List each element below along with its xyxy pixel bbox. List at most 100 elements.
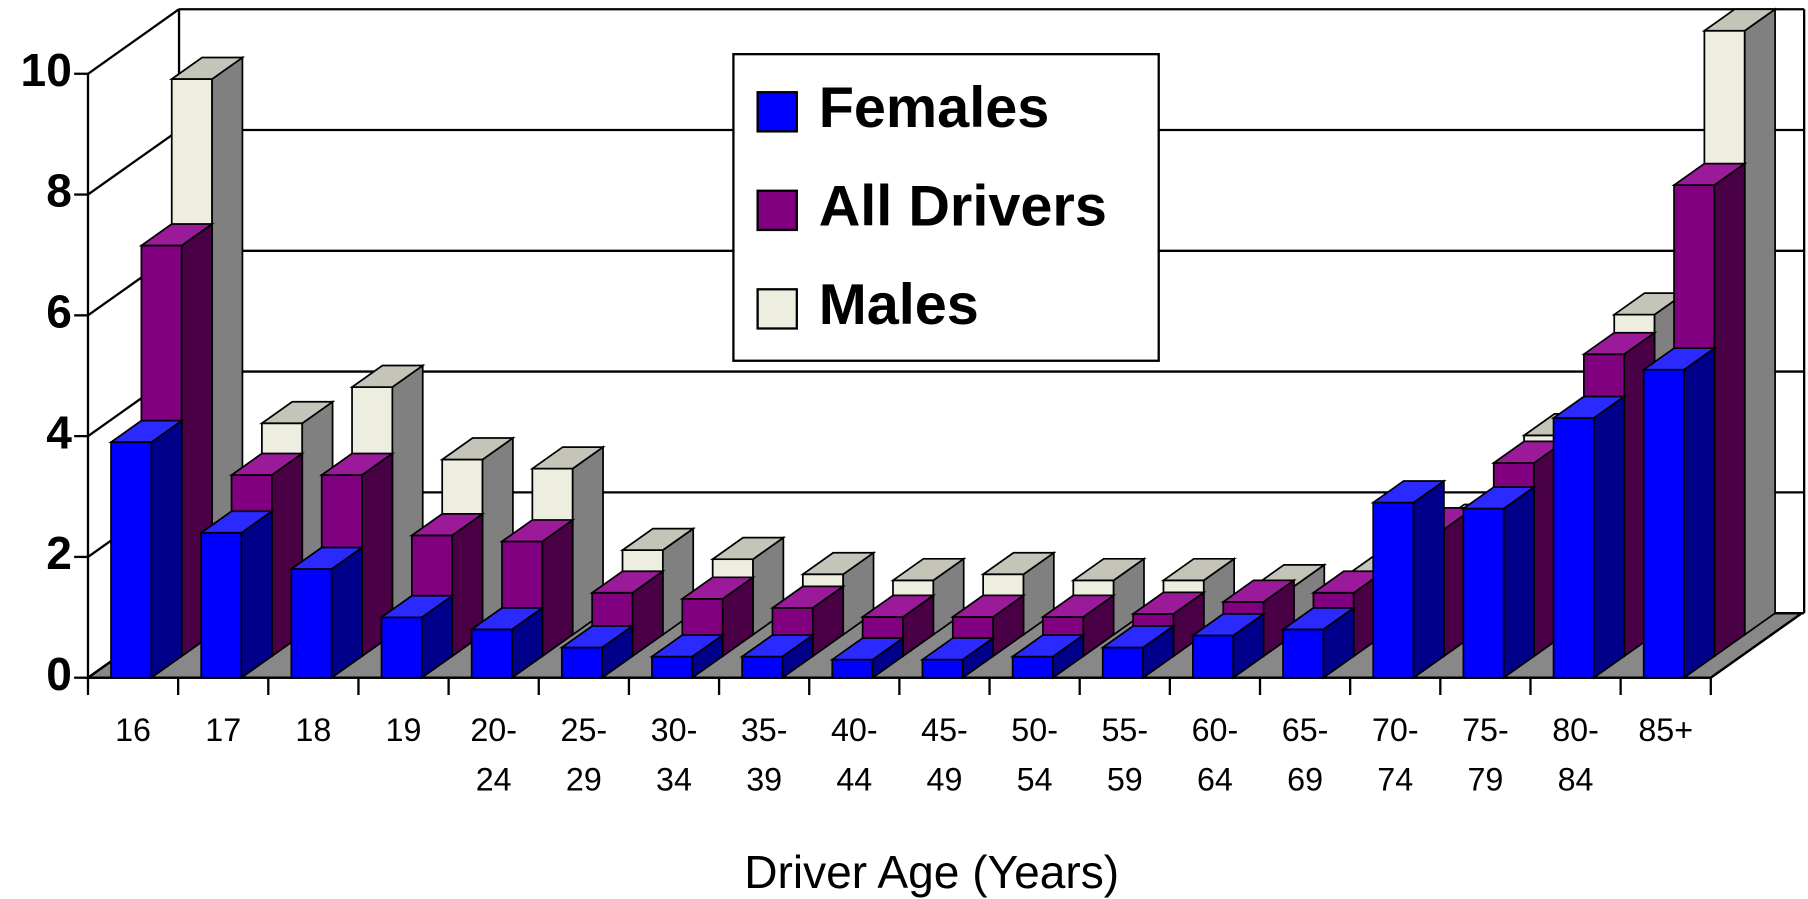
bar-top: [619, 527, 696, 551]
bar-top: [378, 594, 455, 619]
y-tick-label: 6: [46, 286, 72, 338]
grid-line: [87, 8, 180, 75]
x-tick-label-box: 35- 39: [741, 712, 788, 797]
bar-top: [1640, 347, 1718, 371]
legend-box: [732, 53, 1160, 362]
x-tick-label: 30- 34: [650, 712, 698, 798]
x-tick-label-box: 80- 84: [1552, 712, 1599, 798]
bar-front: [470, 628, 513, 679]
bar-top: [769, 585, 846, 609]
x-tick-label: 80- 84: [1552, 712, 1599, 798]
x-tick-label-box: 50- 54: [1011, 712, 1058, 798]
bar-front: [560, 646, 604, 679]
x-tick-label: 25- 29: [560, 712, 608, 798]
bar-top: [950, 594, 1027, 618]
legend-swatch: [756, 288, 798, 330]
bar-top: [138, 223, 215, 247]
bar-side: [1743, 7, 1776, 637]
bar-front: [1552, 417, 1595, 679]
bar-front: [651, 655, 694, 679]
bar-front: [200, 531, 243, 679]
bar-top: [919, 637, 996, 661]
bar-front: [1462, 507, 1505, 679]
legend-swatch: [756, 91, 798, 133]
legend-label: Females: [819, 76, 1050, 140]
x-tick-label-box: 19: [385, 712, 422, 749]
bar-top: [349, 364, 426, 388]
bar-top: [259, 400, 336, 425]
bar-front: [1192, 634, 1235, 679]
legend-label: All Drivers: [819, 175, 1107, 239]
bar-side: [541, 518, 574, 658]
bar-top: [318, 452, 396, 476]
legend-label: Males: [819, 273, 979, 337]
bar-top: [228, 452, 305, 476]
bar-top: [1130, 591, 1207, 615]
bar-top: [739, 634, 816, 658]
bar-front: [1101, 646, 1144, 679]
y-tick-label: 10: [21, 44, 72, 96]
bar-side: [1502, 485, 1535, 680]
x-tick-label-box: 30- 34: [650, 712, 698, 798]
bar-top: [468, 607, 546, 631]
x-tick-label: 70- 74: [1371, 712, 1419, 798]
bar-top: [800, 551, 877, 576]
bar-top: [1160, 557, 1237, 582]
bar-front: [1011, 655, 1054, 679]
x-tick-label: 20- 24: [470, 712, 517, 798]
bar-top: [589, 570, 666, 594]
bar-side: [1683, 346, 1716, 680]
bar-top: [1550, 395, 1627, 419]
x-tick-label-box: 55- 59: [1101, 712, 1148, 797]
bar-side: [330, 545, 363, 680]
bar-top: [1100, 625, 1177, 649]
bar-top: [499, 519, 576, 543]
x-tick-label: 50- 54: [1011, 712, 1058, 798]
x-tick-label-box: 85+: [1638, 712, 1693, 748]
right-edge: [1710, 612, 1803, 679]
x-tick-label: 16: [115, 712, 152, 749]
x-tick-label-box: 18: [295, 712, 332, 749]
bar-top: [559, 625, 636, 649]
bar-front: [1642, 368, 1685, 679]
bar-front: [831, 658, 874, 679]
bar-top: [890, 557, 967, 582]
bar-top: [1070, 557, 1147, 582]
x-tick-label-box: 60- 64: [1191, 712, 1239, 798]
bar-front: [110, 441, 153, 679]
bar-top: [1040, 594, 1117, 618]
bar-top: [529, 446, 606, 470]
bar-top: [198, 510, 275, 534]
x-tick-label: 19: [385, 712, 422, 749]
y-tick-label: 8: [46, 165, 72, 217]
x-tick-label: 18: [295, 712, 332, 749]
bar-side: [1713, 161, 1746, 658]
bar-top: [829, 637, 906, 661]
x-axis-title: Driver Age (Years): [744, 846, 1119, 898]
bar-top: [1671, 162, 1748, 186]
y-tick-label: 0: [46, 648, 72, 700]
bar-top: [439, 437, 516, 461]
x-tick-label: 60- 64: [1191, 712, 1239, 798]
bar-top: [1460, 486, 1537, 510]
y-tick-label: 4: [46, 406, 72, 458]
x-tick-label: 45- 49: [921, 712, 968, 798]
bar-side: [240, 509, 273, 680]
bar-front: [1282, 628, 1325, 679]
bar-top: [409, 513, 486, 537]
x-tick-label-box: 17: [205, 712, 242, 749]
bar-top: [1009, 634, 1087, 658]
bar-top: [108, 419, 185, 444]
bar-top: [1581, 331, 1658, 356]
bar-top: [288, 546, 365, 570]
bar-front: [741, 655, 784, 679]
bar-side: [150, 418, 183, 680]
x-tick-label: 17: [205, 712, 242, 749]
bar-top: [649, 634, 726, 658]
bar-front: [290, 568, 333, 679]
bar-front: [1372, 501, 1415, 679]
x-tick-label: 40- 44: [830, 712, 878, 798]
bar-top: [1220, 579, 1297, 603]
